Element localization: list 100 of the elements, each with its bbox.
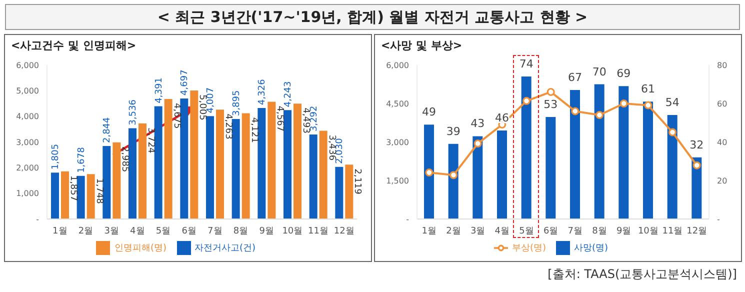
legend-label: 사망(명) bbox=[574, 243, 608, 254]
bar bbox=[164, 99, 172, 219]
chart-subtitle: <사고건수 및 인명피해> bbox=[11, 38, 136, 53]
chart-title: <사망 및 부상> bbox=[381, 38, 462, 53]
data-label: 4,697 bbox=[180, 70, 190, 96]
y-tick-label: 4,500 bbox=[386, 99, 409, 108]
x-tick-label: 2월 bbox=[446, 226, 461, 236]
point bbox=[546, 88, 555, 96]
data-label: 1,805 bbox=[51, 144, 61, 170]
data-label: 54 bbox=[665, 96, 680, 110]
data-label: 4,391 bbox=[154, 78, 164, 104]
data-label: 3,895 bbox=[232, 90, 242, 116]
bar bbox=[190, 90, 198, 219]
data-label: 4,493 bbox=[300, 108, 310, 134]
data-label: 2,030 bbox=[335, 138, 346, 164]
data-label: 2,844 bbox=[102, 116, 113, 144]
bar bbox=[345, 164, 354, 219]
x-tick-label: 1월 bbox=[52, 226, 68, 236]
x-tick-label: 3월 bbox=[470, 226, 486, 236]
x-tick-label: 9월 bbox=[616, 226, 632, 236]
y-tick-label: 4,000 bbox=[16, 112, 39, 122]
y-tick-label: 6,000 bbox=[386, 60, 409, 70]
y2-tick-label: 20 bbox=[717, 176, 728, 186]
data-label: 67 bbox=[568, 71, 582, 84]
data-label: 4,675 bbox=[171, 103, 182, 129]
x-tick-label: 5월 bbox=[519, 226, 534, 236]
data-label: 69 bbox=[616, 67, 631, 80]
data-label: 4,326 bbox=[258, 78, 268, 105]
bar bbox=[180, 98, 188, 219]
x-tick-label: 10월 bbox=[638, 226, 658, 236]
data-label: 1,748 bbox=[94, 178, 104, 204]
bar bbox=[497, 130, 507, 219]
bar bbox=[112, 142, 121, 219]
bar bbox=[102, 146, 111, 219]
y2-tick-label: 80 bbox=[717, 60, 728, 70]
bar bbox=[128, 128, 136, 219]
x-tick-label: 8월 bbox=[233, 226, 248, 236]
data-label: 1,678 bbox=[76, 146, 87, 173]
bar bbox=[309, 134, 318, 219]
bar bbox=[546, 116, 556, 219]
data-label: 61 bbox=[641, 82, 655, 96]
data-label: 3,436 bbox=[326, 134, 336, 161]
x-tick-label: 11월 bbox=[308, 226, 328, 236]
point bbox=[668, 128, 676, 136]
point bbox=[692, 161, 701, 170]
bar bbox=[448, 144, 458, 219]
bar bbox=[206, 116, 214, 219]
x-tick-label: 8월 bbox=[592, 226, 607, 236]
data-label: 3,724 bbox=[146, 127, 156, 154]
x-tick-label: 5월 bbox=[156, 226, 171, 236]
x-tick-label: 7월 bbox=[568, 226, 583, 236]
data-label: 49 bbox=[422, 106, 436, 119]
x-tick-label: 4월 bbox=[494, 226, 510, 236]
bar bbox=[216, 110, 224, 219]
data-label: 3,536 bbox=[128, 99, 138, 126]
bar bbox=[424, 124, 434, 219]
bar bbox=[86, 174, 95, 219]
bar bbox=[61, 171, 69, 219]
y-tick-label: 2,000 bbox=[16, 164, 39, 173]
data-label: 3,292 bbox=[309, 106, 320, 132]
y-tick-label: 5,000 bbox=[16, 86, 39, 96]
bar bbox=[154, 106, 162, 219]
data-label: 43 bbox=[470, 117, 485, 130]
x-tick-label: 10월 bbox=[282, 226, 303, 236]
bar bbox=[268, 102, 276, 219]
data-label: 53 bbox=[544, 98, 558, 111]
data-label: 4,263 bbox=[223, 114, 233, 140]
x-tick-label: 11월 bbox=[662, 226, 683, 236]
data-label: 4,243 bbox=[284, 81, 294, 108]
bar bbox=[258, 108, 266, 219]
data-label: 2,985 bbox=[120, 146, 130, 172]
bar bbox=[594, 84, 604, 219]
bar bbox=[335, 166, 344, 219]
x-tick-label: 4월 bbox=[130, 226, 145, 236]
point bbox=[620, 100, 628, 108]
y2-tick-label: - bbox=[717, 214, 720, 224]
x-tick-label: 6월 bbox=[182, 226, 196, 236]
text: [출처: TAAS(교통사고분석시스템)] bbox=[548, 266, 737, 283]
y-tick-label: 3,000 bbox=[386, 138, 409, 147]
y-tick-label: 3,000 bbox=[16, 138, 39, 147]
point bbox=[596, 111, 604, 120]
bar bbox=[618, 86, 629, 219]
bar bbox=[472, 136, 483, 219]
data-label: 74 bbox=[519, 58, 534, 71]
y-tick-label: - bbox=[36, 214, 40, 224]
legend-label: 자전거사고(건) bbox=[194, 243, 256, 254]
x-tick-label: 2월 bbox=[78, 226, 94, 236]
y-tick-label: 1,000 bbox=[16, 189, 39, 198]
data-label: 4,007 bbox=[206, 87, 216, 114]
legend-label: 부상(명) bbox=[512, 243, 546, 254]
y2-tick-label: 60 bbox=[717, 99, 728, 108]
data-label: 5,005 bbox=[197, 94, 208, 120]
bar bbox=[319, 130, 328, 219]
y-tick-label: 1,500 bbox=[386, 176, 409, 186]
y2-tick-label: 40 bbox=[717, 138, 728, 147]
point bbox=[474, 140, 482, 148]
legend-label: 인명피해(명) bbox=[114, 243, 166, 254]
y-tick-label: - bbox=[406, 214, 410, 224]
data-label: 1,857 bbox=[68, 175, 78, 202]
bar bbox=[138, 123, 146, 219]
